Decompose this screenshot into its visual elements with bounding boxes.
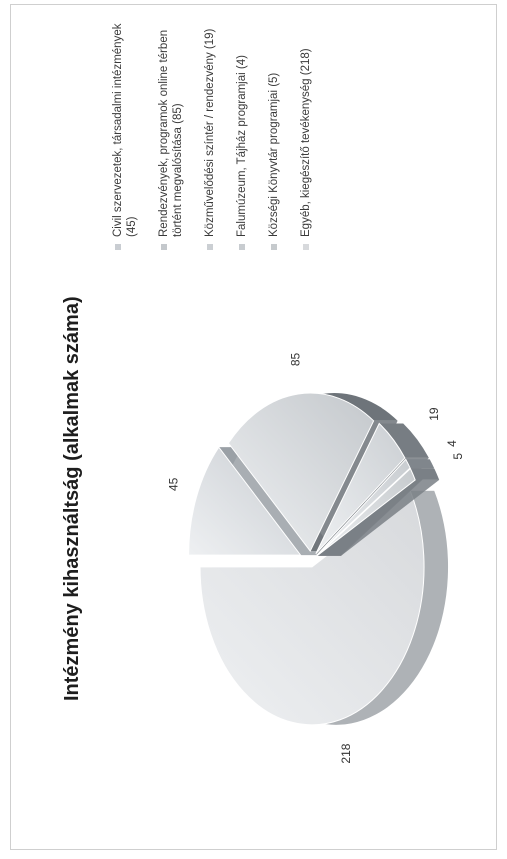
data-label-5: 5: [451, 453, 465, 460]
data-label-3: 19: [427, 407, 441, 421]
pie-slice-side-6: [200, 490, 448, 725]
legend-label-3: Közművelődési színtér / rendezvény (19): [204, 28, 216, 237]
legend-swatch-3: [207, 244, 213, 250]
legend-item-3: Közművelődési színtér / rendezvény (19): [203, 11, 217, 251]
pie-slice-2: [227, 392, 375, 553]
legend-item-5: Községi Könyvtár programjai (5): [267, 11, 281, 251]
legend-item-1: Civil szervezetek, társadalmi intézménye…: [111, 11, 139, 251]
legend-item-4: Falumúzeum, Tájház programjai (4): [235, 11, 249, 251]
legend-label-2: Rendezvények, programok online térben tö…: [158, 29, 184, 237]
pie-slice-3: [315, 422, 406, 555]
legend-swatch-1: [115, 244, 121, 250]
legend-item-6: Egyéb, kiegészítő tevékenység (218): [299, 11, 313, 251]
legend-label-5: Községi Könyvtár programjai (5): [268, 72, 280, 237]
data-label-1: 45: [166, 477, 180, 491]
pie-slice-face-5-2: [316, 479, 440, 556]
legend-swatch-5: [271, 244, 277, 250]
legend-swatch-6: [303, 244, 309, 250]
data-label-4: 4: [445, 440, 459, 447]
pie-slice-4: [316, 458, 411, 556]
chart-frame: Intézmény kihasználtság (alkalmak száma)…: [10, 4, 497, 850]
data-label-2: 85: [288, 352, 302, 366]
pie-slice-1: [188, 446, 302, 556]
legend-label-4: Falumúzeum, Tájház programjai (4): [236, 55, 248, 237]
pie-slice-6: [199, 490, 425, 726]
legend-item-2: Rendezvények, programok online térben tö…: [157, 11, 185, 251]
chart-stage: Intézmény kihasználtság (alkalmak száma)…: [11, 5, 498, 851]
data-label-6: 218: [339, 743, 353, 763]
legend-swatch-2: [161, 244, 167, 250]
chart-legend: Civil szervezetek, társadalmi intézménye…: [111, 11, 331, 251]
legend-swatch-4: [239, 244, 245, 250]
legend-label-1: Civil szervezetek, társadalmi intézménye…: [112, 23, 138, 237]
legend-label-6: Egyéb, kiegészítő tevékenység (218): [300, 48, 312, 237]
pie-slice-5: [316, 467, 416, 557]
